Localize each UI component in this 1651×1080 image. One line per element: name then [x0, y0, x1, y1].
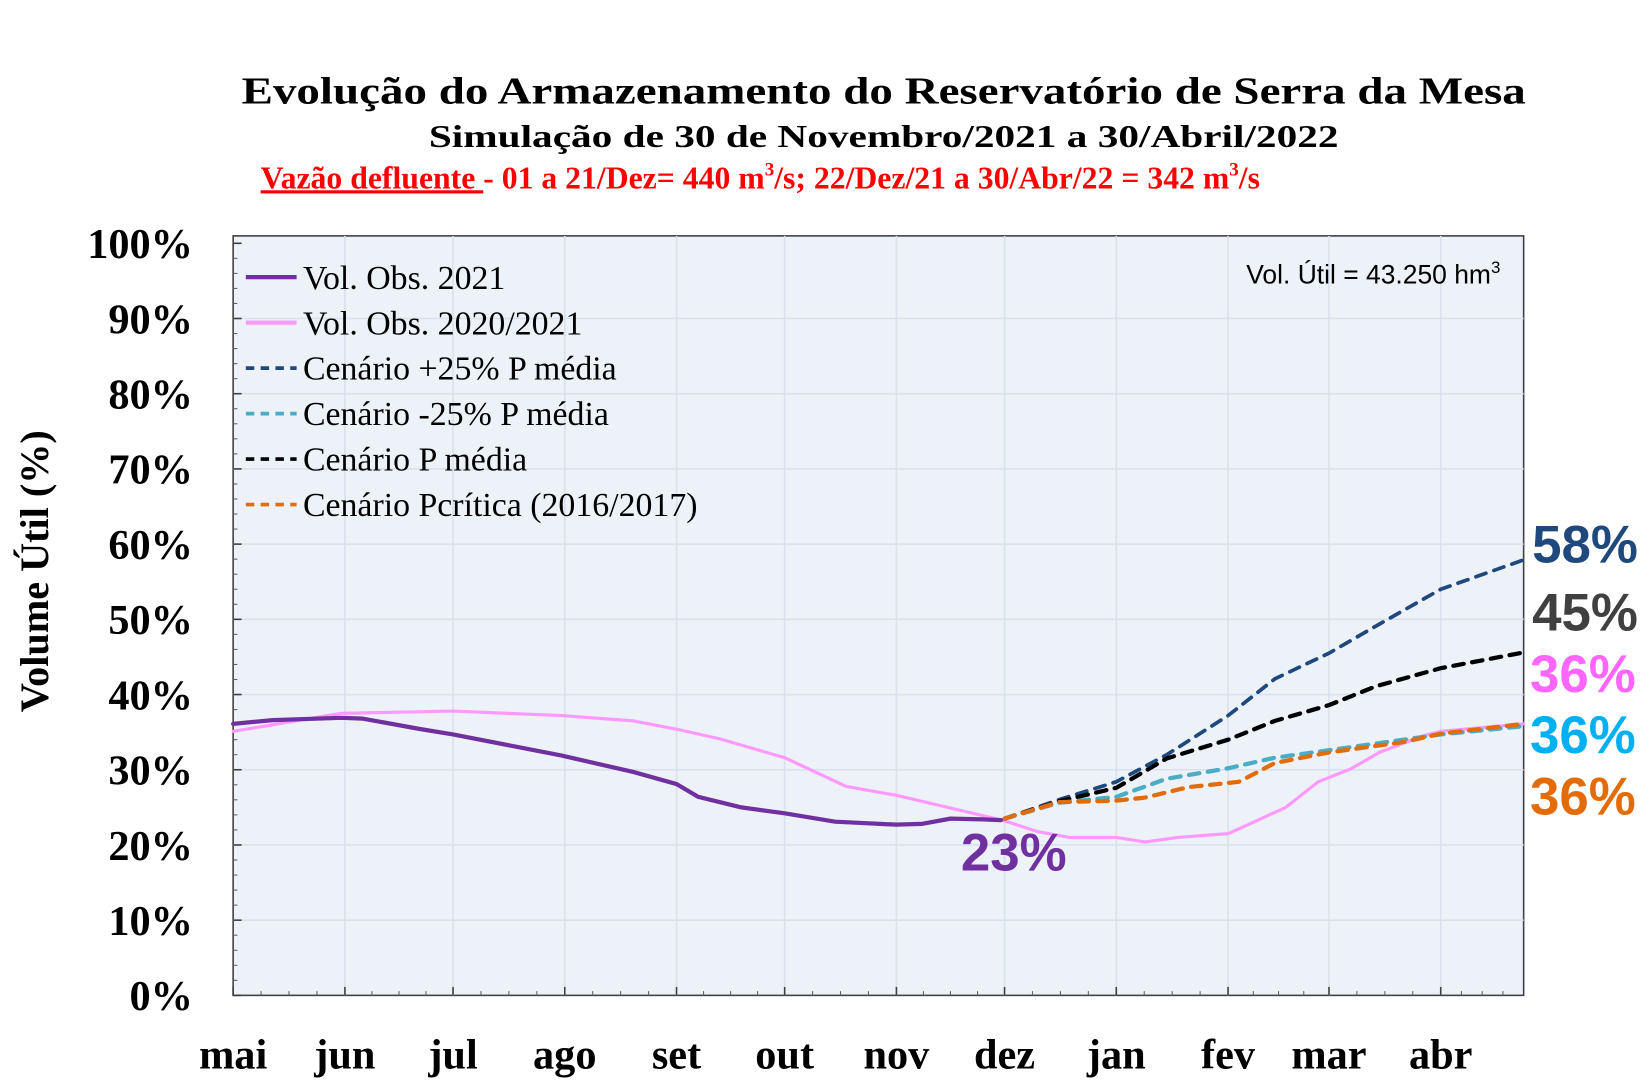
flow-text-c: /s — [1238, 160, 1260, 195]
x-tick-label: mar — [1291, 1031, 1366, 1078]
x-tick-label: set — [652, 1031, 701, 1078]
y-axis-label: Volume Útil (%) — [12, 430, 57, 712]
flow-text-a: - 01 a 21/Dez= 440 m — [483, 160, 764, 195]
flow-label: Vazão defluente — [261, 160, 484, 195]
annotation-label-5: 36% — [1530, 767, 1636, 826]
annotation-label-2: 45% — [1532, 583, 1638, 642]
chart-title: Evolução do Armazenamento do Reservatóri… — [242, 71, 1526, 113]
x-tick-label: jan — [1086, 1031, 1146, 1078]
y-tick-label: 90% — [108, 296, 193, 343]
annotation-label-0: 23% — [961, 824, 1067, 883]
x-tick-label: dez — [974, 1031, 1035, 1078]
x-tick-label: ago — [533, 1031, 596, 1078]
legend-label-4: Cenário P média — [303, 442, 527, 479]
x-tick-label: out — [755, 1031, 814, 1078]
legend-label-0: Vol. Obs. 2021 — [303, 260, 505, 297]
chart-subtitle-flow: Vazão defluente - 01 a 21/Dez= 440 m3/s;… — [261, 160, 1260, 196]
x-tick-label: jun — [313, 1031, 375, 1078]
series-lines — [231, 558, 1526, 844]
annotation-label-1: 58% — [1532, 516, 1638, 575]
series-line-1 — [231, 709, 1526, 844]
x-tick-label: abr — [1409, 1031, 1472, 1078]
annotations: 23%58%45%36%36%36% — [961, 516, 1638, 883]
legend: Vol. Obs. 2021 Vol. Obs. 2020/2021 Cenário… — [245, 260, 698, 524]
flow-sup-b: 3 — [1229, 160, 1239, 181]
y-tick-label: 100% — [87, 221, 193, 268]
flow-text-b: /s; 22/Dez/21 a 30/Abr/22 = 342 m — [773, 160, 1229, 195]
y-tick-label: 60% — [108, 522, 193, 569]
axis-ticks: 0% 10% 20% 30% 40% 50% 60% 70% 80% 90% 100% mai jun j… — [87, 221, 1504, 1078]
volume-note-text: Vol. Útil = 43.250 hm — [1246, 259, 1491, 289]
y-tick-label: 70% — [108, 447, 193, 494]
series-line-5 — [1002, 721, 1526, 821]
x-tick-label: fev — [1201, 1031, 1256, 1078]
plot-area — [232, 235, 1525, 997]
legend-label-3: Cenário -25% P média — [303, 396, 609, 433]
y-tick-label: 80% — [108, 372, 193, 419]
y-tick-label: 10% — [108, 898, 193, 945]
gridlines — [233, 235, 1524, 996]
x-tick-label: nov — [863, 1031, 930, 1078]
legend-label-2: Cenário +25% P média — [303, 351, 617, 388]
volume-note-sup: 3 — [1491, 258, 1500, 277]
y-tick-label: 40% — [108, 672, 193, 719]
x-tick-label: mai — [199, 1031, 267, 1078]
legend-label-1: Vol. Obs. 2020/2021 — [303, 305, 582, 342]
y-tick-label: 50% — [108, 597, 193, 644]
legend-label-5: Cenário Pcrítica (2016/2017) — [303, 487, 698, 524]
series-line-4 — [1002, 650, 1526, 821]
series-line-0 — [231, 715, 1004, 827]
annotation-label-3: 36% — [1530, 645, 1636, 704]
y-tick-label: 20% — [108, 823, 193, 870]
series-line-2 — [1002, 558, 1526, 821]
x-tick-label: jul — [427, 1031, 478, 1078]
annotation-label-4: 36% — [1530, 706, 1636, 765]
flow-sup-a: 3 — [765, 160, 775, 181]
chart-subtitle: Simulação de 30 de Novembro/2021 a 30/Ab… — [429, 119, 1339, 154]
y-tick-label: 30% — [108, 748, 193, 795]
volume-note: Vol. Útil = 43.250 hm3 — [1246, 258, 1500, 290]
y-tick-label: 0% — [129, 973, 192, 1020]
